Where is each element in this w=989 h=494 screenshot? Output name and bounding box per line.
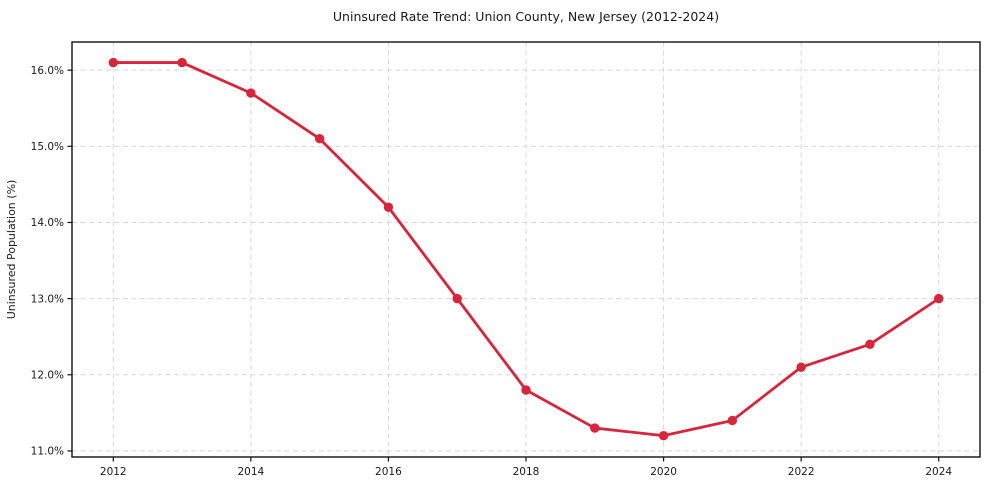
data-series bbox=[108, 57, 944, 441]
chart-title: Uninsured Rate Trend: Union County, New … bbox=[333, 9, 719, 24]
data-point bbox=[934, 293, 944, 304]
data-point bbox=[177, 57, 187, 68]
data-point bbox=[246, 88, 256, 98]
x-tick-label: 2012 bbox=[100, 466, 127, 478]
gridlines bbox=[72, 42, 980, 457]
y-tick-label: 14.0% bbox=[31, 217, 64, 229]
x-tick-label: 2014 bbox=[237, 466, 264, 478]
data-point bbox=[727, 415, 738, 426]
axes: 2012 2014 2016 2018 2020 2022 2024 11.0% 12.0% 13… bbox=[31, 41, 981, 478]
x-tick-label: 2022 bbox=[788, 466, 815, 478]
data-point bbox=[658, 430, 669, 441]
y-axis-label: Uninsured Population (%) bbox=[5, 180, 18, 320]
data-point bbox=[108, 57, 118, 68]
y-tick-label: 11.0% bbox=[31, 446, 64, 458]
x-tick-label: 2020 bbox=[650, 466, 677, 478]
data-point bbox=[796, 362, 806, 372]
data-point bbox=[590, 423, 600, 433]
x-tick-label: 2018 bbox=[513, 466, 540, 478]
y-tick-label: 13.0% bbox=[31, 293, 64, 305]
data-point bbox=[865, 339, 875, 350]
data-point bbox=[383, 202, 394, 212]
y-tick-label: 15.0% bbox=[31, 141, 64, 153]
y-tick-label: 12.0% bbox=[31, 369, 64, 381]
data-point bbox=[314, 134, 325, 144]
x-tick-label: 2024 bbox=[925, 466, 952, 478]
x-tick-label: 2016 bbox=[375, 466, 402, 478]
data-point bbox=[521, 385, 531, 395]
y-tick-label: 16.0% bbox=[31, 65, 64, 77]
data-point bbox=[452, 293, 462, 304]
